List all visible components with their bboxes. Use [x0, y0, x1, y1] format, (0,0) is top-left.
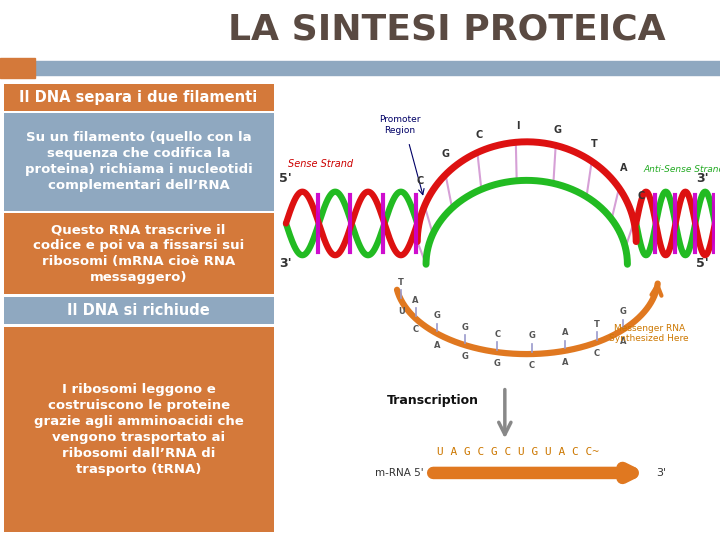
Text: A: A: [562, 328, 569, 337]
Text: C: C: [476, 130, 483, 140]
Text: 5': 5': [696, 258, 708, 271]
Text: A: A: [562, 357, 569, 367]
Text: A: A: [434, 341, 441, 349]
Text: I: I: [516, 121, 520, 131]
FancyBboxPatch shape: [4, 213, 274, 294]
Text: Transcription: Transcription: [387, 394, 479, 407]
Bar: [0, 58, 35, 78]
Text: 5': 5': [279, 172, 292, 185]
Text: G: G: [619, 307, 626, 316]
Text: U A G C G C U G U A C C~: U A G C G C U G U A C C~: [437, 447, 599, 457]
FancyBboxPatch shape: [4, 327, 274, 532]
Text: C: C: [593, 349, 600, 358]
Text: C: C: [528, 361, 535, 370]
Text: C: C: [495, 329, 500, 339]
Text: Promoter
Region: Promoter Region: [379, 116, 420, 135]
Text: T: T: [590, 139, 598, 149]
Text: A: A: [620, 336, 626, 346]
Text: C: C: [413, 325, 418, 334]
Text: G: G: [554, 125, 562, 134]
Text: T: T: [594, 320, 600, 329]
FancyBboxPatch shape: [4, 84, 274, 111]
Text: Su un filamento (quello con la
sequenza che codifica la
proteina) richiama i nuc: Su un filamento (quello con la sequenza …: [24, 132, 253, 192]
Bar: [0, 61, 720, 75]
Text: Messenger RNA
Synthesized Here: Messenger RNA Synthesized Here: [610, 324, 689, 343]
Text: C: C: [417, 176, 424, 186]
Text: LA SINTESI PROTEICA: LA SINTESI PROTEICA: [228, 13, 665, 46]
Text: m-RNA 5': m-RNA 5': [375, 468, 424, 478]
Text: C: C: [638, 191, 645, 201]
Text: Il DNA separa i due filamenti: Il DNA separa i due filamenti: [19, 90, 258, 105]
Text: G: G: [462, 352, 469, 361]
Text: A: A: [619, 164, 627, 173]
Text: 3': 3': [696, 172, 708, 185]
Text: Il DNA si richiude: Il DNA si richiude: [67, 303, 210, 318]
Text: G: G: [494, 359, 501, 368]
Text: Anti-Sense Strand: Anti-Sense Strand: [644, 165, 720, 173]
FancyBboxPatch shape: [4, 113, 274, 211]
Text: G: G: [442, 148, 450, 159]
Text: I ribosomi leggono e
costruiscono le proteine
grazie agli amminoacidi che
vengon: I ribosomi leggono e costruiscono le pro…: [34, 383, 243, 476]
Text: 3': 3': [656, 468, 666, 478]
Text: Questo RNA trascrive il
codice e poi va a fissarsi sui
ribosomi (mRNA cioè RNA
m: Questo RNA trascrive il codice e poi va …: [33, 224, 244, 284]
Text: G: G: [434, 311, 441, 320]
Text: G: G: [462, 322, 469, 332]
Text: 3': 3': [279, 258, 292, 271]
FancyBboxPatch shape: [4, 297, 274, 324]
Text: T: T: [398, 278, 404, 287]
Text: G: G: [528, 332, 535, 340]
Text: Sense Strand: Sense Strand: [289, 159, 354, 169]
Text: U: U: [398, 307, 405, 316]
Text: A: A: [413, 296, 419, 305]
